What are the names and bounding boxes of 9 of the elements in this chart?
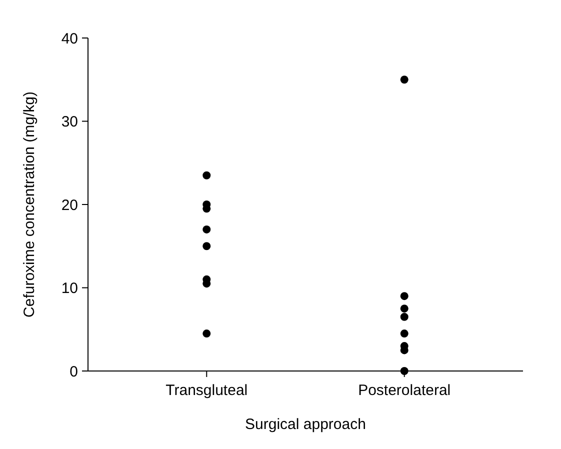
x-axis-title: Surgical approach	[245, 416, 366, 433]
y-axis-title: Cefuroxime concentration (mg/kg)	[21, 92, 38, 318]
y-tick-label: 20	[61, 196, 78, 214]
x-tick-label: Posterolateral	[358, 382, 451, 399]
y-tick-label: 30	[61, 114, 78, 130]
y-tick-label: 10	[61, 280, 78, 297]
y-tick-label: 40	[61, 30, 78, 48]
x-tick-label: Transgluteal	[166, 382, 248, 399]
y-tick-label: 0	[70, 363, 78, 380]
